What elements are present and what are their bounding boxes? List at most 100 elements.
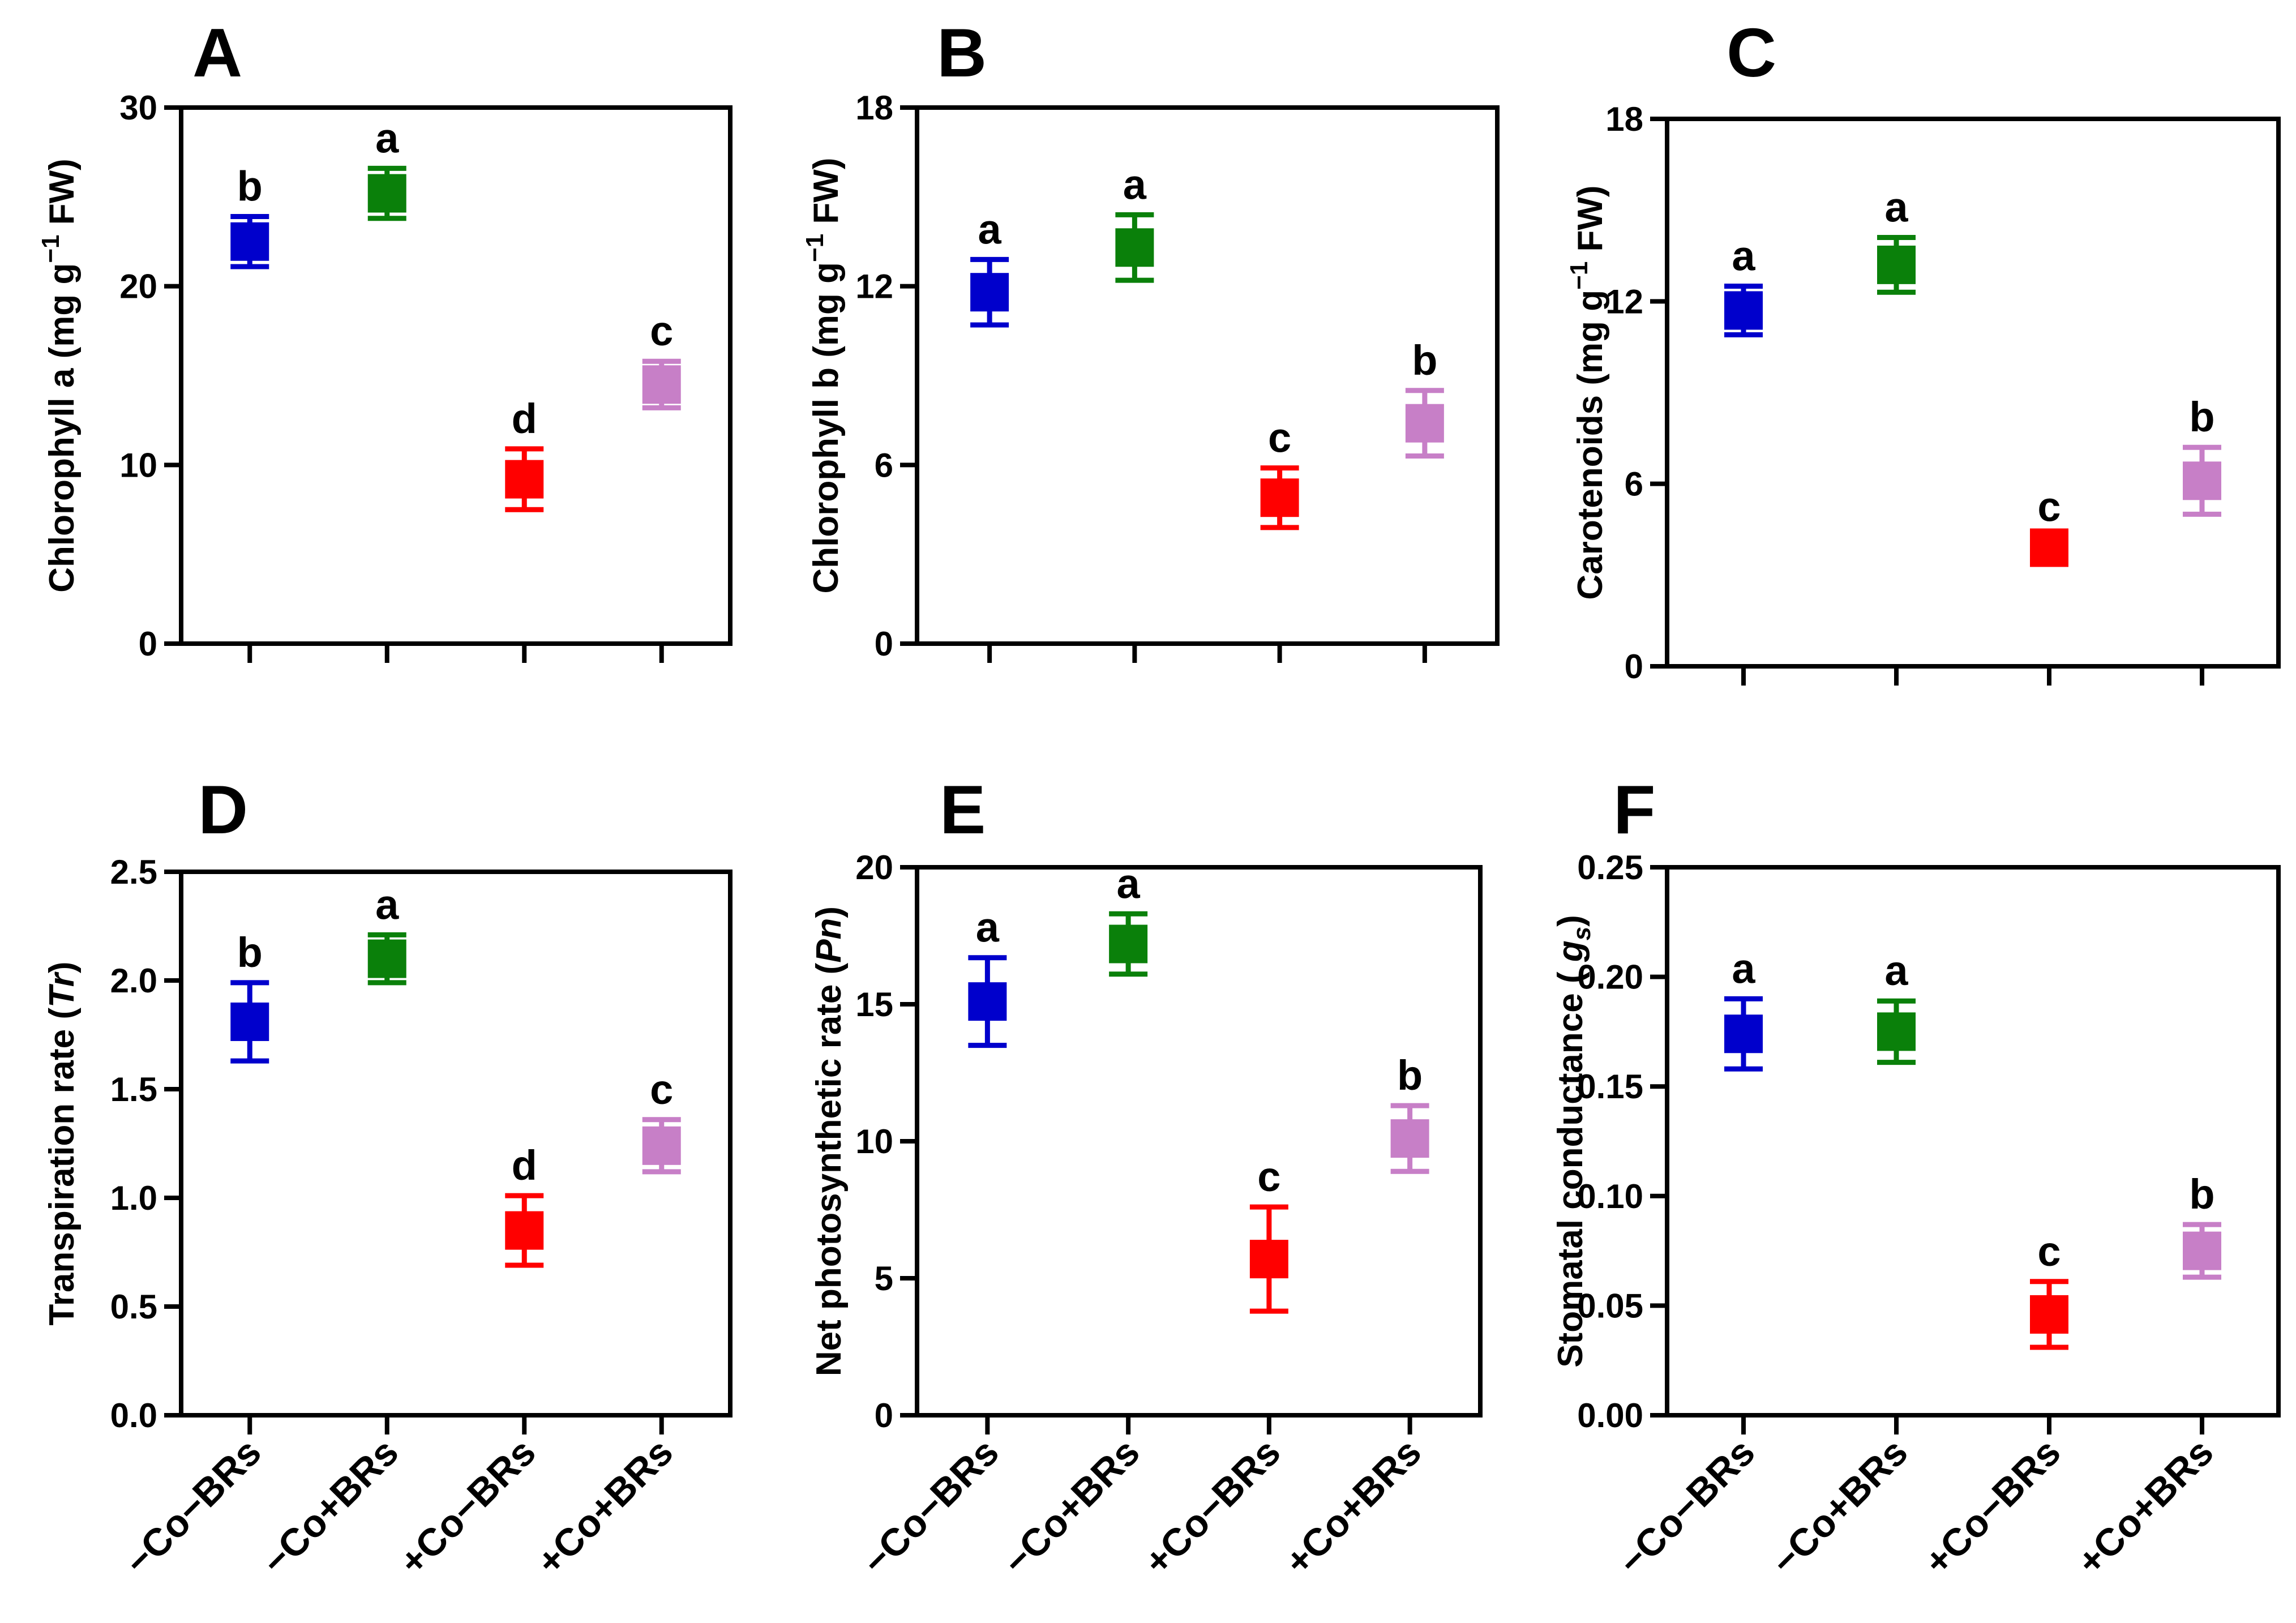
significance-letter: a: [1123, 161, 1147, 208]
y-tick-label: 0.0: [110, 1397, 157, 1434]
y-tick-label: 0.15: [1577, 1068, 1643, 1106]
x-tick-label: +Co+BRs: [1276, 1431, 1429, 1583]
y-tick-label: 18: [1605, 100, 1643, 138]
y-axis-label: Chlorophyll a (mg g−1 FW): [37, 159, 82, 593]
significance-letter: a: [978, 205, 1002, 252]
y-tick-label: 12: [855, 268, 893, 306]
plot-frame: [179, 870, 733, 1418]
significance-letter: a: [976, 904, 1000, 951]
panel-letter: C: [1727, 14, 1776, 91]
x-tick-label: −Co+BRs: [254, 1431, 406, 1583]
data-point: [1115, 228, 1154, 267]
significance-letter: a: [375, 881, 399, 928]
significance-letter: a: [375, 114, 399, 161]
y-tick-label: 10: [855, 1123, 893, 1160]
y-tick-label: 18: [855, 89, 893, 127]
y-tick-label: 12: [1605, 282, 1643, 320]
data-point: [230, 1002, 269, 1041]
y-tick-label: 0: [875, 625, 893, 663]
data-point: [968, 982, 1007, 1021]
data-point: [1249, 1240, 1288, 1279]
data-point: [1877, 245, 1916, 284]
significance-letter: c: [1257, 1153, 1280, 1200]
x-tick-label: −Co−BRs: [1610, 1431, 1763, 1583]
data-point: [367, 939, 406, 978]
significance-letter: a: [1732, 945, 1755, 992]
panel-letter: D: [198, 771, 248, 848]
data-point: [970, 273, 1009, 312]
y-tick-label: 20: [119, 268, 157, 306]
y-tick-label: 0.00: [1577, 1397, 1643, 1434]
data-point: [2030, 1295, 2068, 1334]
y-axis-label: Transpiration rate (Tr): [42, 961, 82, 1325]
data-point: [1390, 1119, 1429, 1158]
y-tick-label: 0.05: [1577, 1287, 1643, 1325]
y-tick-label: 2.5: [110, 853, 157, 891]
y-tick-label: 0: [1625, 648, 1643, 686]
significance-letter: d: [512, 395, 537, 442]
data-point: [1877, 1012, 1916, 1051]
y-tick-label: 30: [119, 89, 157, 127]
significance-letter: c: [1268, 414, 1291, 461]
y-tick-label: 0: [139, 625, 157, 663]
y-axis-label: Carotenoids (mg g−1 FW): [1565, 185, 1610, 599]
data-point: [1109, 924, 1148, 963]
y-tick-label: 20: [855, 849, 893, 887]
significance-letter: a: [1117, 860, 1141, 907]
panel-letter: F: [1613, 771, 1656, 848]
significance-letter: b: [1397, 1052, 1423, 1099]
y-tick-label: 1.5: [110, 1070, 157, 1108]
significance-letter: b: [237, 163, 263, 210]
y-tick-label: 10: [119, 446, 157, 484]
data-point: [505, 1211, 544, 1250]
plot-frame: [915, 105, 1500, 646]
significance-letter: d: [512, 1142, 537, 1189]
data-point: [2030, 528, 2068, 567]
y-axis-label: Chlorophyll b (mg g−1 FW): [801, 158, 846, 594]
significance-letter: c: [650, 1066, 673, 1113]
y-tick-label: 2.0: [110, 962, 157, 1000]
y-tick-label: 0.10: [1577, 1177, 1643, 1215]
data-point: [642, 365, 681, 404]
plot-frame: [1665, 117, 2281, 669]
data-point: [1724, 1014, 1763, 1054]
y-tick-label: 0.20: [1577, 958, 1643, 996]
x-tick-label: +Co+BRs: [2068, 1431, 2221, 1583]
panel-letter: B: [937, 14, 987, 91]
data-point: [1724, 291, 1763, 330]
y-axis-label: Net photosynthetic rate (Pn): [809, 906, 849, 1376]
y-tick-label: 6: [1625, 465, 1643, 503]
significance-letter: c: [650, 307, 673, 354]
data-point: [367, 174, 406, 213]
significance-letter: a: [1732, 232, 1755, 279]
x-tick-label: −Co+BRs: [995, 1431, 1148, 1583]
x-tick-label: −Co−BRs: [117, 1431, 269, 1583]
data-point: [2183, 461, 2221, 500]
y-tick-label: 0: [875, 1397, 893, 1434]
x-tick-label: +Co−BRs: [1916, 1431, 2068, 1583]
plot-frame: [1665, 865, 2281, 1418]
panel-a: A 0 10 20 30 Chlorophyll a (mg g−1 FW) b a d c: [37, 14, 733, 663]
panel-letter: E: [940, 771, 986, 848]
significance-letter: a: [1884, 184, 1908, 231]
panel-c: C 0 6 12 18 Carotenoids (mg g−1 FW) a a c b: [1565, 14, 2281, 686]
x-tick-label: −Co+BRs: [1763, 1431, 1916, 1583]
y-tick-label: 0.25: [1577, 849, 1643, 887]
x-tick-label: +Co−BRs: [1136, 1431, 1288, 1583]
significance-letter: b: [2189, 393, 2214, 440]
significance-letter: b: [2189, 1171, 2214, 1218]
significance-letter: c: [2037, 483, 2061, 530]
x-tick-label: +Co−BRs: [391, 1431, 544, 1583]
y-tick-label: 15: [855, 986, 893, 1024]
y-tick-label: 6: [875, 446, 893, 484]
y-tick-label: 0.5: [110, 1288, 157, 1326]
significance-letter: c: [2037, 1228, 2061, 1275]
x-tick-label: +Co+BRs: [528, 1431, 681, 1583]
significance-letter: b: [237, 929, 263, 976]
y-tick-label: 1.0: [110, 1179, 157, 1217]
panel-d: D 0.0 0.5 1.0 1.5 2.0 2.5 Transpiration rate (T…: [42, 771, 733, 1583]
data-point: [1260, 478, 1299, 517]
